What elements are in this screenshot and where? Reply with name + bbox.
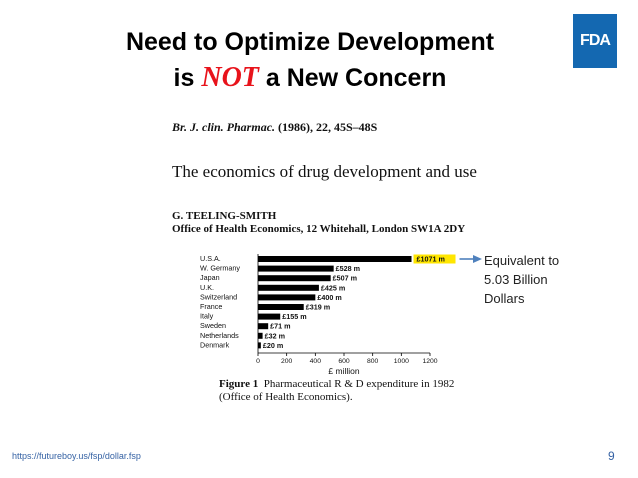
annotation-arrow-head	[473, 255, 482, 263]
value-label: £20 m	[263, 341, 283, 350]
title-rest: a New Concern	[265, 64, 447, 92]
value-label: £400 m	[317, 293, 341, 302]
x-tick-label: 1200	[422, 358, 437, 365]
category-label: U.S.A.	[200, 254, 221, 263]
value-label: £32 m	[265, 331, 285, 340]
category-label: U.K.	[200, 283, 214, 292]
value-label: £319 m	[306, 303, 330, 312]
bar	[258, 332, 263, 339]
rd-expenditure-chart: U.S.A. £1071 m W. Germany £528 m Japan £507 m…	[200, 254, 482, 376]
author-block: G. TEELING-SMITH Office of Health Econom…	[172, 210, 465, 236]
value-label: £528 m	[336, 264, 360, 273]
value-label: £507 m	[333, 274, 357, 283]
slide-title-line1: Need to Optimize Development	[125, 28, 495, 56]
value-label: £1071 m	[417, 255, 445, 264]
author-name: G. TEELING-SMITH	[172, 210, 277, 222]
x-tick-label: 0	[256, 358, 260, 365]
bar	[258, 323, 269, 330]
value-label: £71 m	[270, 322, 290, 331]
annotation-line: Dollars	[484, 291, 525, 306]
title-not-emphasis: NOT	[201, 62, 259, 93]
bar	[258, 304, 304, 310]
bar	[258, 275, 331, 282]
paper-title: The economics of drug development and us…	[172, 162, 477, 181]
title-is: is	[173, 64, 195, 92]
slide-title-line2: is NOT a New Concern	[60, 62, 560, 94]
value-highlight	[413, 254, 456, 264]
category-label: Switzerland	[200, 292, 237, 301]
x-tick-label: 200	[281, 358, 293, 365]
category-label: Japan	[200, 273, 220, 282]
author-affiliation: Office of Health Economics, 12 Whitehall…	[172, 223, 466, 235]
bar	[258, 256, 412, 262]
x-tick-label: 800	[367, 358, 379, 365]
x-tick-label: 400	[310, 358, 322, 365]
category-label: France	[200, 302, 222, 311]
value-label: £155 m	[282, 312, 306, 321]
bar	[258, 265, 334, 272]
citation-details: (1986), 22, 45S–48S	[278, 120, 378, 134]
bar	[258, 313, 281, 320]
figure-caption: Figure 1 Pharmaceutical R & D expenditur…	[219, 378, 454, 404]
annotation-line: 5.03 Billion	[484, 272, 548, 287]
bar	[258, 342, 261, 349]
figure-caption-line2: (Office of Health Economics).	[219, 391, 353, 403]
source-url[interactable]: https://futureboy.us/fsp/dollar.fsp	[12, 451, 141, 461]
figure-label: Figure 1	[219, 378, 259, 390]
x-tick-label: 600	[338, 358, 350, 365]
x-tick-label: 1000	[394, 358, 409, 365]
category-label: Denmark	[200, 340, 230, 349]
category-label: Sweden	[200, 321, 226, 330]
journal-name: Br. J. clin. Pharmac.	[172, 120, 276, 134]
fda-logo: FDA	[573, 14, 617, 68]
journal-citation: Br. J. clin. Pharmac. (1986), 22, 45S–48…	[172, 120, 377, 135]
x-axis-label: £ million	[328, 366, 359, 376]
bar	[258, 294, 316, 301]
category-label: W. Germany	[200, 264, 240, 273]
figure-caption-line1: Pharmaceutical R & D expenditure in 1982	[263, 378, 455, 390]
page-number: 9	[608, 449, 615, 463]
equivalent-annotation: Equivalent to 5.03 Billion Dollars	[484, 251, 584, 308]
bar	[258, 284, 319, 291]
category-label: Netherlands	[200, 331, 239, 340]
annotation-line: Equivalent to	[484, 253, 560, 268]
category-label: Italy	[200, 312, 214, 321]
value-label: £425 m	[321, 283, 345, 292]
